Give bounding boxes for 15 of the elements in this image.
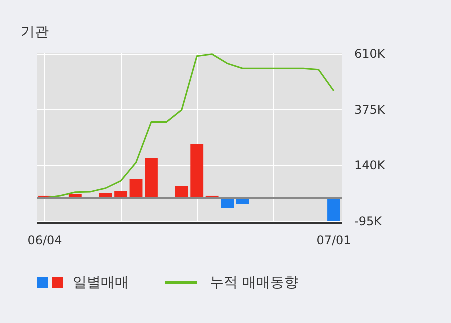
legend-label: 누적 매매동향 [210, 275, 298, 291]
x-tick-label: 06/04 [28, 234, 62, 248]
bar [328, 198, 340, 222]
y-tick-label: 140K [354, 158, 386, 173]
bar [175, 186, 188, 198]
chart-title: 기관 [21, 24, 50, 41]
y-tick-label: 610K [354, 47, 386, 62]
bar [190, 144, 204, 198]
line-series [44, 54, 335, 199]
legend-label: 일별매매 [73, 275, 129, 291]
y-tick-label: 375K [354, 102, 386, 117]
bar [145, 158, 158, 198]
x-tick-label: 07/01 [316, 234, 352, 248]
bar [130, 179, 143, 198]
y-tick-label: -95K [354, 214, 384, 228]
